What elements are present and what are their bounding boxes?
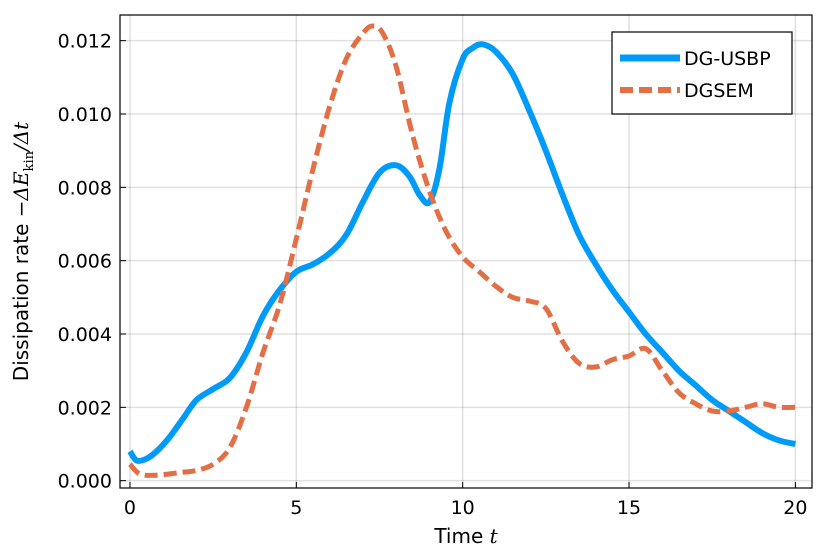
tick-labels: 0 5 10 15 20 0.000 0.002 0.004 0.006 0.008 0.010 0.… xyxy=(58,31,808,519)
x-axis-label: Time t xyxy=(433,524,498,548)
x-tick-label: 20 xyxy=(783,497,807,519)
y-axis-label-tail: /Δt xyxy=(9,121,33,153)
y-tick-label: 0.002 xyxy=(58,397,112,419)
x-tick-label: 10 xyxy=(451,497,475,519)
y-axis-label-math: −ΔE xyxy=(9,171,33,217)
x-axis-label-text: Time xyxy=(433,524,483,548)
y-axis-label-sub: kin xyxy=(22,150,37,171)
y-tick-label: 0.010 xyxy=(58,104,112,126)
ticks xyxy=(120,40,796,488)
legend-label-dg-usbp: DG-USBP xyxy=(684,48,771,70)
series-line-dg-usbp xyxy=(127,41,797,464)
y-tick-label: 0.008 xyxy=(58,177,112,199)
y-tick-label: 0.000 xyxy=(58,471,112,493)
legend-box xyxy=(611,31,793,115)
legend: DG-USBP DGSEM xyxy=(611,31,793,115)
y-axis-label: Dissipation rate −ΔEkin/Δt xyxy=(9,121,37,381)
plot-frame xyxy=(119,14,813,489)
y-tick-label: 0.012 xyxy=(58,31,112,53)
x-tick-label: 15 xyxy=(617,497,641,519)
series-layer xyxy=(127,23,797,478)
x-axis-label-var: t xyxy=(490,524,499,548)
y-tick-label: 0.004 xyxy=(58,324,112,346)
x-tick-label: 0 xyxy=(124,497,136,519)
y-axis-label-text: Dissipation rate xyxy=(9,224,33,382)
y-tick-label: 0.006 xyxy=(58,251,112,273)
series-line-dgsem xyxy=(128,23,796,478)
legend-label-dgsem: DGSEM xyxy=(684,80,754,102)
x-tick-label: 5 xyxy=(290,497,302,519)
